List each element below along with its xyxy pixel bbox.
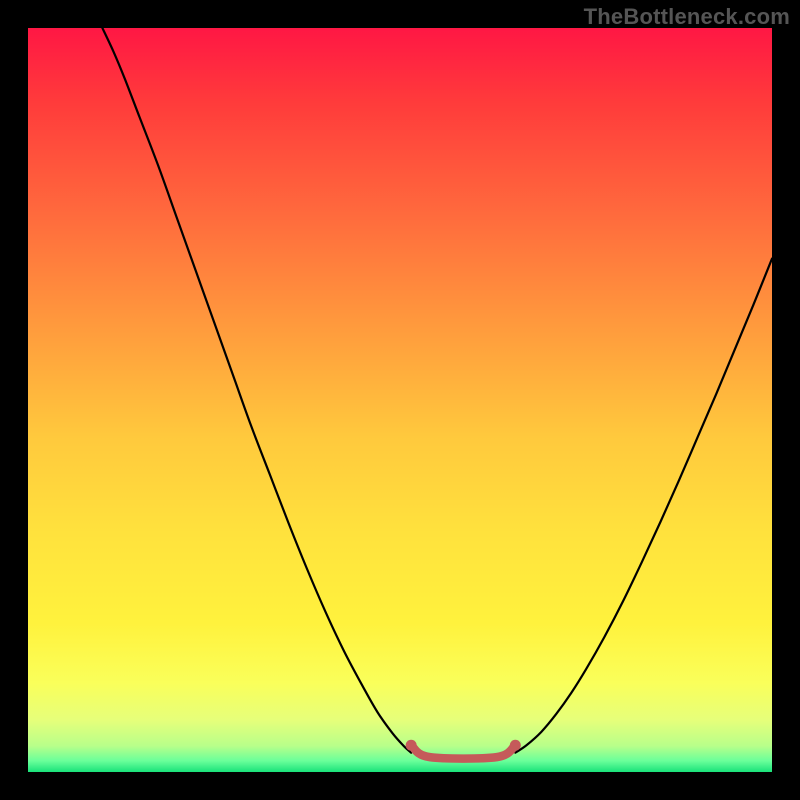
chart-frame: TheBottleneck.com <box>0 0 800 800</box>
watermark-text: TheBottleneck.com <box>584 4 790 30</box>
trough-dot-left <box>406 740 417 751</box>
plot-svg <box>28 28 772 772</box>
plot-area <box>28 28 772 772</box>
trough-dot-right <box>510 740 521 751</box>
gradient-background <box>28 28 772 772</box>
